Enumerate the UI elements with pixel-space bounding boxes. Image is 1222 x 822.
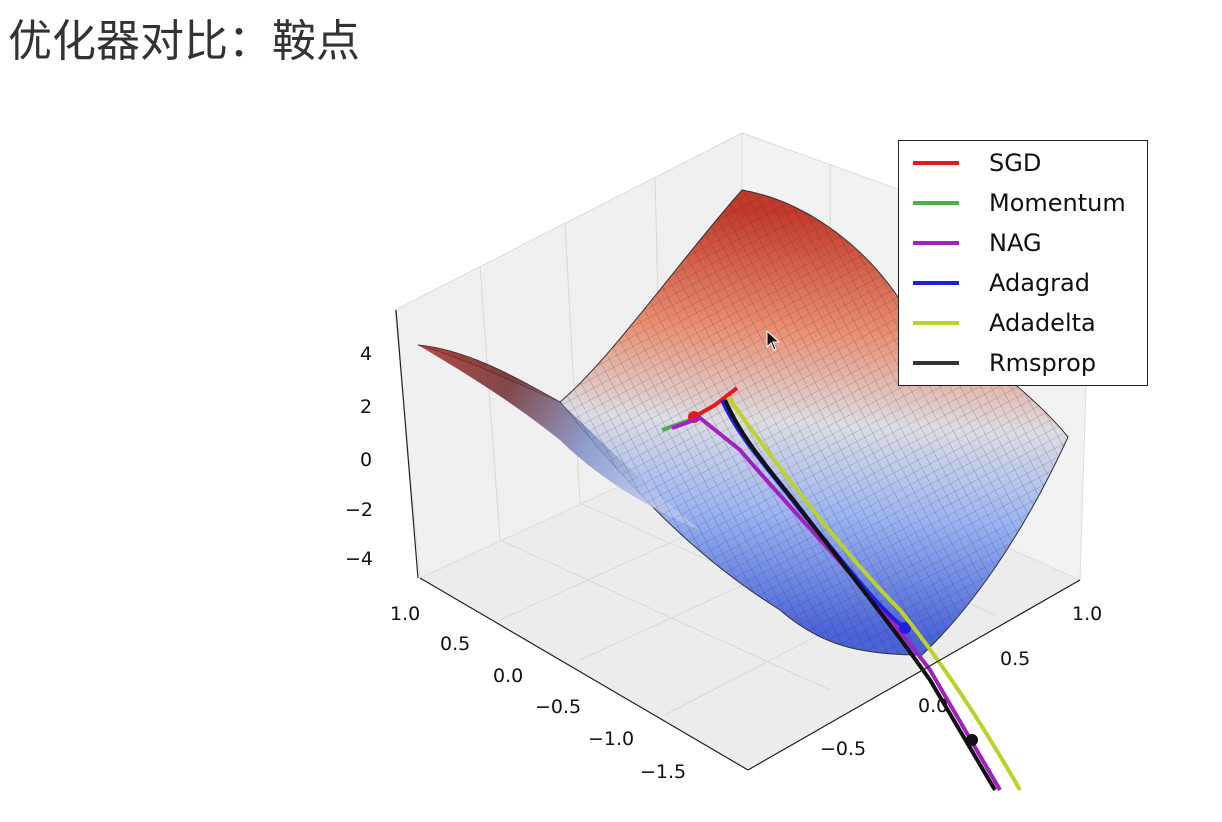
x-tick: −0.5 bbox=[535, 696, 581, 718]
legend-swatch bbox=[913, 201, 959, 205]
adagrad-marker bbox=[899, 622, 911, 634]
z-tick: 4 bbox=[360, 343, 372, 365]
x-tick: −1.5 bbox=[640, 761, 686, 783]
mouse-cursor-icon bbox=[766, 330, 781, 351]
legend-swatch bbox=[913, 281, 959, 285]
z-axis: 4 2 0 −2 −4 bbox=[345, 309, 419, 579]
y-tick: 0.5 bbox=[1000, 648, 1030, 670]
legend-item-adadelta: Adadelta bbox=[913, 308, 1096, 338]
trajectories bbox=[661, 386, 1022, 792]
legend-label: NAG bbox=[989, 229, 1042, 257]
legend-item-sgd: SGD bbox=[913, 148, 1041, 178]
legend-label: Rmsprop bbox=[989, 349, 1097, 377]
legend-swatch bbox=[913, 241, 959, 245]
legend-item-momentum: Momentum bbox=[913, 188, 1126, 218]
x-axis: 1.0 0.5 0.0 −0.5 −1.0 −1.5 bbox=[390, 577, 749, 783]
legend-swatch bbox=[913, 161, 959, 165]
legend-swatch bbox=[913, 321, 959, 325]
x-tick: 0.0 bbox=[493, 665, 523, 687]
legend-item-rmsprop: Rmsprop bbox=[913, 348, 1096, 378]
series-line-rmsprop bbox=[723, 399, 997, 792]
y-axis: 1.0 0.5 0.0 −0.5 bbox=[747, 579, 1102, 771]
series-line-nag bbox=[671, 415, 1002, 792]
y-tick: 0.0 bbox=[918, 695, 948, 717]
z-tick: 2 bbox=[360, 396, 372, 418]
legend-item-nag: NAG bbox=[913, 228, 1042, 258]
legend-swatch bbox=[913, 361, 959, 365]
page-title: 优化器对比：鞍点 bbox=[8, 16, 360, 67]
x-tick: 1.0 bbox=[390, 603, 420, 625]
legend-label: Adagrad bbox=[989, 269, 1090, 297]
z-tick: −2 bbox=[345, 499, 373, 521]
y-tick: 1.0 bbox=[1072, 603, 1102, 625]
y-tick: −0.5 bbox=[820, 738, 866, 760]
series-line-sgd bbox=[693, 386, 739, 419]
rmsprop-marker bbox=[966, 734, 978, 746]
legend-label: Momentum bbox=[989, 189, 1126, 217]
x-tick: 0.5 bbox=[440, 633, 470, 655]
legend-label: Adadelta bbox=[989, 309, 1096, 337]
legend: SGD Momentum NAG Adagrad Adadelta Rmspro… bbox=[898, 140, 1148, 386]
series-line-adadelta bbox=[726, 395, 1022, 791]
legend-item-adagrad: Adagrad bbox=[913, 268, 1090, 298]
x-tick: −1.0 bbox=[588, 728, 634, 750]
z-tick: −4 bbox=[345, 548, 373, 570]
z-tick: 0 bbox=[360, 449, 372, 471]
legend-label: SGD bbox=[989, 149, 1042, 177]
